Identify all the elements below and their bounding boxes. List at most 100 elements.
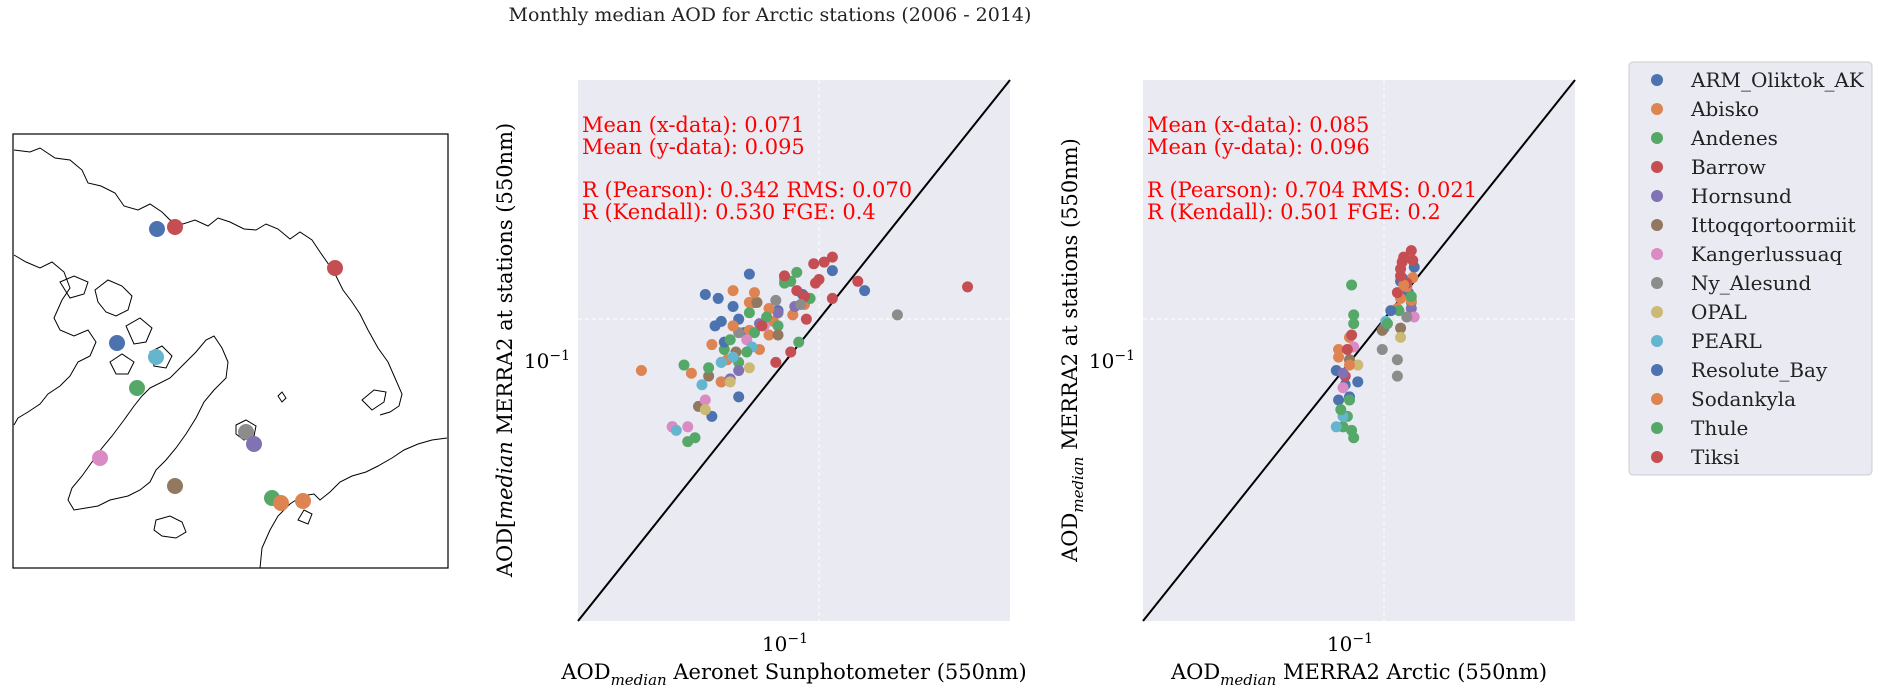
data-point-barrow: [826, 251, 838, 263]
data-point-andenes: [689, 432, 701, 444]
data-point-ny-alesund: [891, 309, 903, 321]
legend-marker: [1651, 422, 1663, 434]
data-point-barrow: [808, 258, 820, 270]
data-point-tiksi: [1405, 245, 1417, 257]
data-point-andenes: [743, 307, 755, 319]
data-point-opal: [724, 376, 736, 388]
x-tick-label: 10−1: [762, 631, 808, 656]
data-point-arm-oliktok-ak: [826, 265, 838, 277]
data-point-thule: [724, 334, 736, 346]
map-station-sodankyla: [295, 493, 311, 509]
data-point-resolute-bay: [712, 292, 724, 304]
legend-label: Andenes: [1690, 126, 1778, 150]
stat-kendall-fge: R (Kendall): 0.530 FGE: 0.4: [582, 200, 876, 224]
legend-label: Ny_Alesund: [1691, 271, 1812, 295]
map-station-arm-oliktok-ak: [149, 221, 165, 237]
data-point-resolute-bay: [1352, 376, 1364, 388]
data-point-sodankyla: [706, 339, 718, 351]
figure-title: Monthly median AOD for Arctic stations (…: [509, 4, 1032, 26]
grid: [578, 80, 1010, 621]
data-point-ittoqqortoormiit: [703, 370, 715, 382]
map-station-thule: [129, 380, 145, 396]
legend-marker: [1651, 219, 1663, 231]
map-station-tiksi: [327, 260, 343, 276]
data-point-thule: [1344, 394, 1356, 406]
data-point-andenes: [678, 359, 690, 371]
data-point-andenes: [1348, 432, 1360, 444]
data-point-ny-alesund: [770, 294, 782, 306]
legend-label: Thule: [1691, 416, 1748, 440]
legend-marker: [1651, 277, 1663, 289]
data-point-thule: [791, 266, 803, 278]
data-point-hornsund: [1405, 303, 1417, 315]
data-point-abisko: [763, 329, 775, 341]
data-point-tiksi: [1395, 270, 1407, 282]
data-point-barrow: [1407, 254, 1419, 266]
data-point-arm-oliktok-ak: [859, 285, 871, 297]
legend-item-andenes: Andenes: [1651, 126, 1778, 150]
legend-item-kangerlussuaq: Kangerlussuaq: [1651, 242, 1843, 266]
data-point-abisko: [743, 296, 755, 308]
data-point-hornsund: [772, 307, 784, 319]
data-point-opal: [1352, 359, 1364, 371]
legend-label: Barrow: [1691, 155, 1766, 179]
legend-label: Abisko: [1690, 97, 1759, 121]
legend-item-sodankyla: Sodankyla: [1651, 387, 1796, 411]
stat-kendall-fge: R (Kendall): 0.501 FGE: 0.2: [1147, 200, 1441, 224]
data-point-andenes: [1393, 305, 1405, 317]
data-point-pearl: [727, 351, 739, 363]
legend-label: Ittoqqortoormiit: [1691, 213, 1856, 237]
data-point-hornsund: [733, 365, 745, 377]
data-point-arm-oliktok-ak: [709, 320, 721, 332]
legend-marker: [1651, 190, 1663, 202]
legend-marker: [1651, 451, 1663, 463]
data-point-thule: [1405, 290, 1417, 302]
data-point-ny-alesund: [1391, 354, 1403, 366]
legend-item-resolute-bay: Resolute_Bay: [1651, 358, 1828, 382]
map-station-ny-alesund: [238, 424, 254, 440]
data-point-ittoqqortoormiit: [772, 329, 784, 341]
data-point-opal: [699, 404, 711, 416]
station-map: [12, 133, 449, 569]
data-point-tiksi: [756, 320, 768, 332]
data-point-arm-oliktok-ak: [699, 289, 711, 301]
data-point-barrow: [785, 346, 797, 358]
data-point-arm-oliktok-ak: [743, 268, 755, 280]
x-tick-label: 10−1: [1327, 631, 1373, 656]
legend-item-thule: Thule: [1651, 416, 1748, 440]
legend-marker: [1651, 74, 1663, 86]
data-point-andenes: [1346, 279, 1358, 291]
data-point-ny-alesund: [795, 298, 807, 310]
stat-mean-x: Mean (x-data): 0.071: [582, 113, 804, 137]
data-point-andenes: [772, 320, 784, 332]
data-point-thule: [1348, 309, 1360, 321]
data-point-barrow: [962, 281, 974, 293]
data-point-sodankyla: [1344, 359, 1356, 371]
data-point-pearl: [1330, 421, 1342, 433]
legend-item-arm-oliktok-ak: ARM_Oliktok_AK: [1651, 68, 1865, 92]
stat-mean-y: Mean (y-data): 0.095: [582, 135, 805, 159]
data-point-barrow: [818, 256, 830, 268]
scatter-panel-merra2-arctic: Mean (x-data): 0.085 Mean (y-data): 0.09…: [1058, 79, 1576, 689]
points: [1330, 245, 1420, 444]
stats-text: Mean (x-data): 0.071 Mean (y-data): 0.09…: [582, 113, 912, 224]
y-axis-label: AODmedian MERRA2 at stations (550nm): [1058, 138, 1087, 563]
y-axis-label: AOD[median MERRA2 at stations (550nm): [493, 123, 517, 578]
legend-label: OPAL: [1691, 300, 1747, 324]
data-point-sodankyla: [727, 320, 739, 332]
data-point-resolute-bay: [1385, 305, 1397, 317]
legend-item-tiksi: Tiksi: [1651, 445, 1740, 469]
legend-marker: [1651, 306, 1663, 318]
data-point-thule: [703, 362, 715, 374]
data-point-tiksi: [791, 285, 803, 297]
data-point-andenes: [748, 327, 760, 339]
legend-marker: [1651, 364, 1663, 376]
points: [635, 251, 974, 448]
data-point-sodankyla: [685, 367, 697, 379]
legend-label: Hornsund: [1691, 184, 1792, 208]
map-stations: [92, 219, 343, 511]
data-point-abisko: [727, 285, 739, 297]
legend-frame: [1628, 61, 1873, 476]
data-point-andenes: [1348, 318, 1360, 330]
data-point-barrow: [770, 356, 782, 368]
